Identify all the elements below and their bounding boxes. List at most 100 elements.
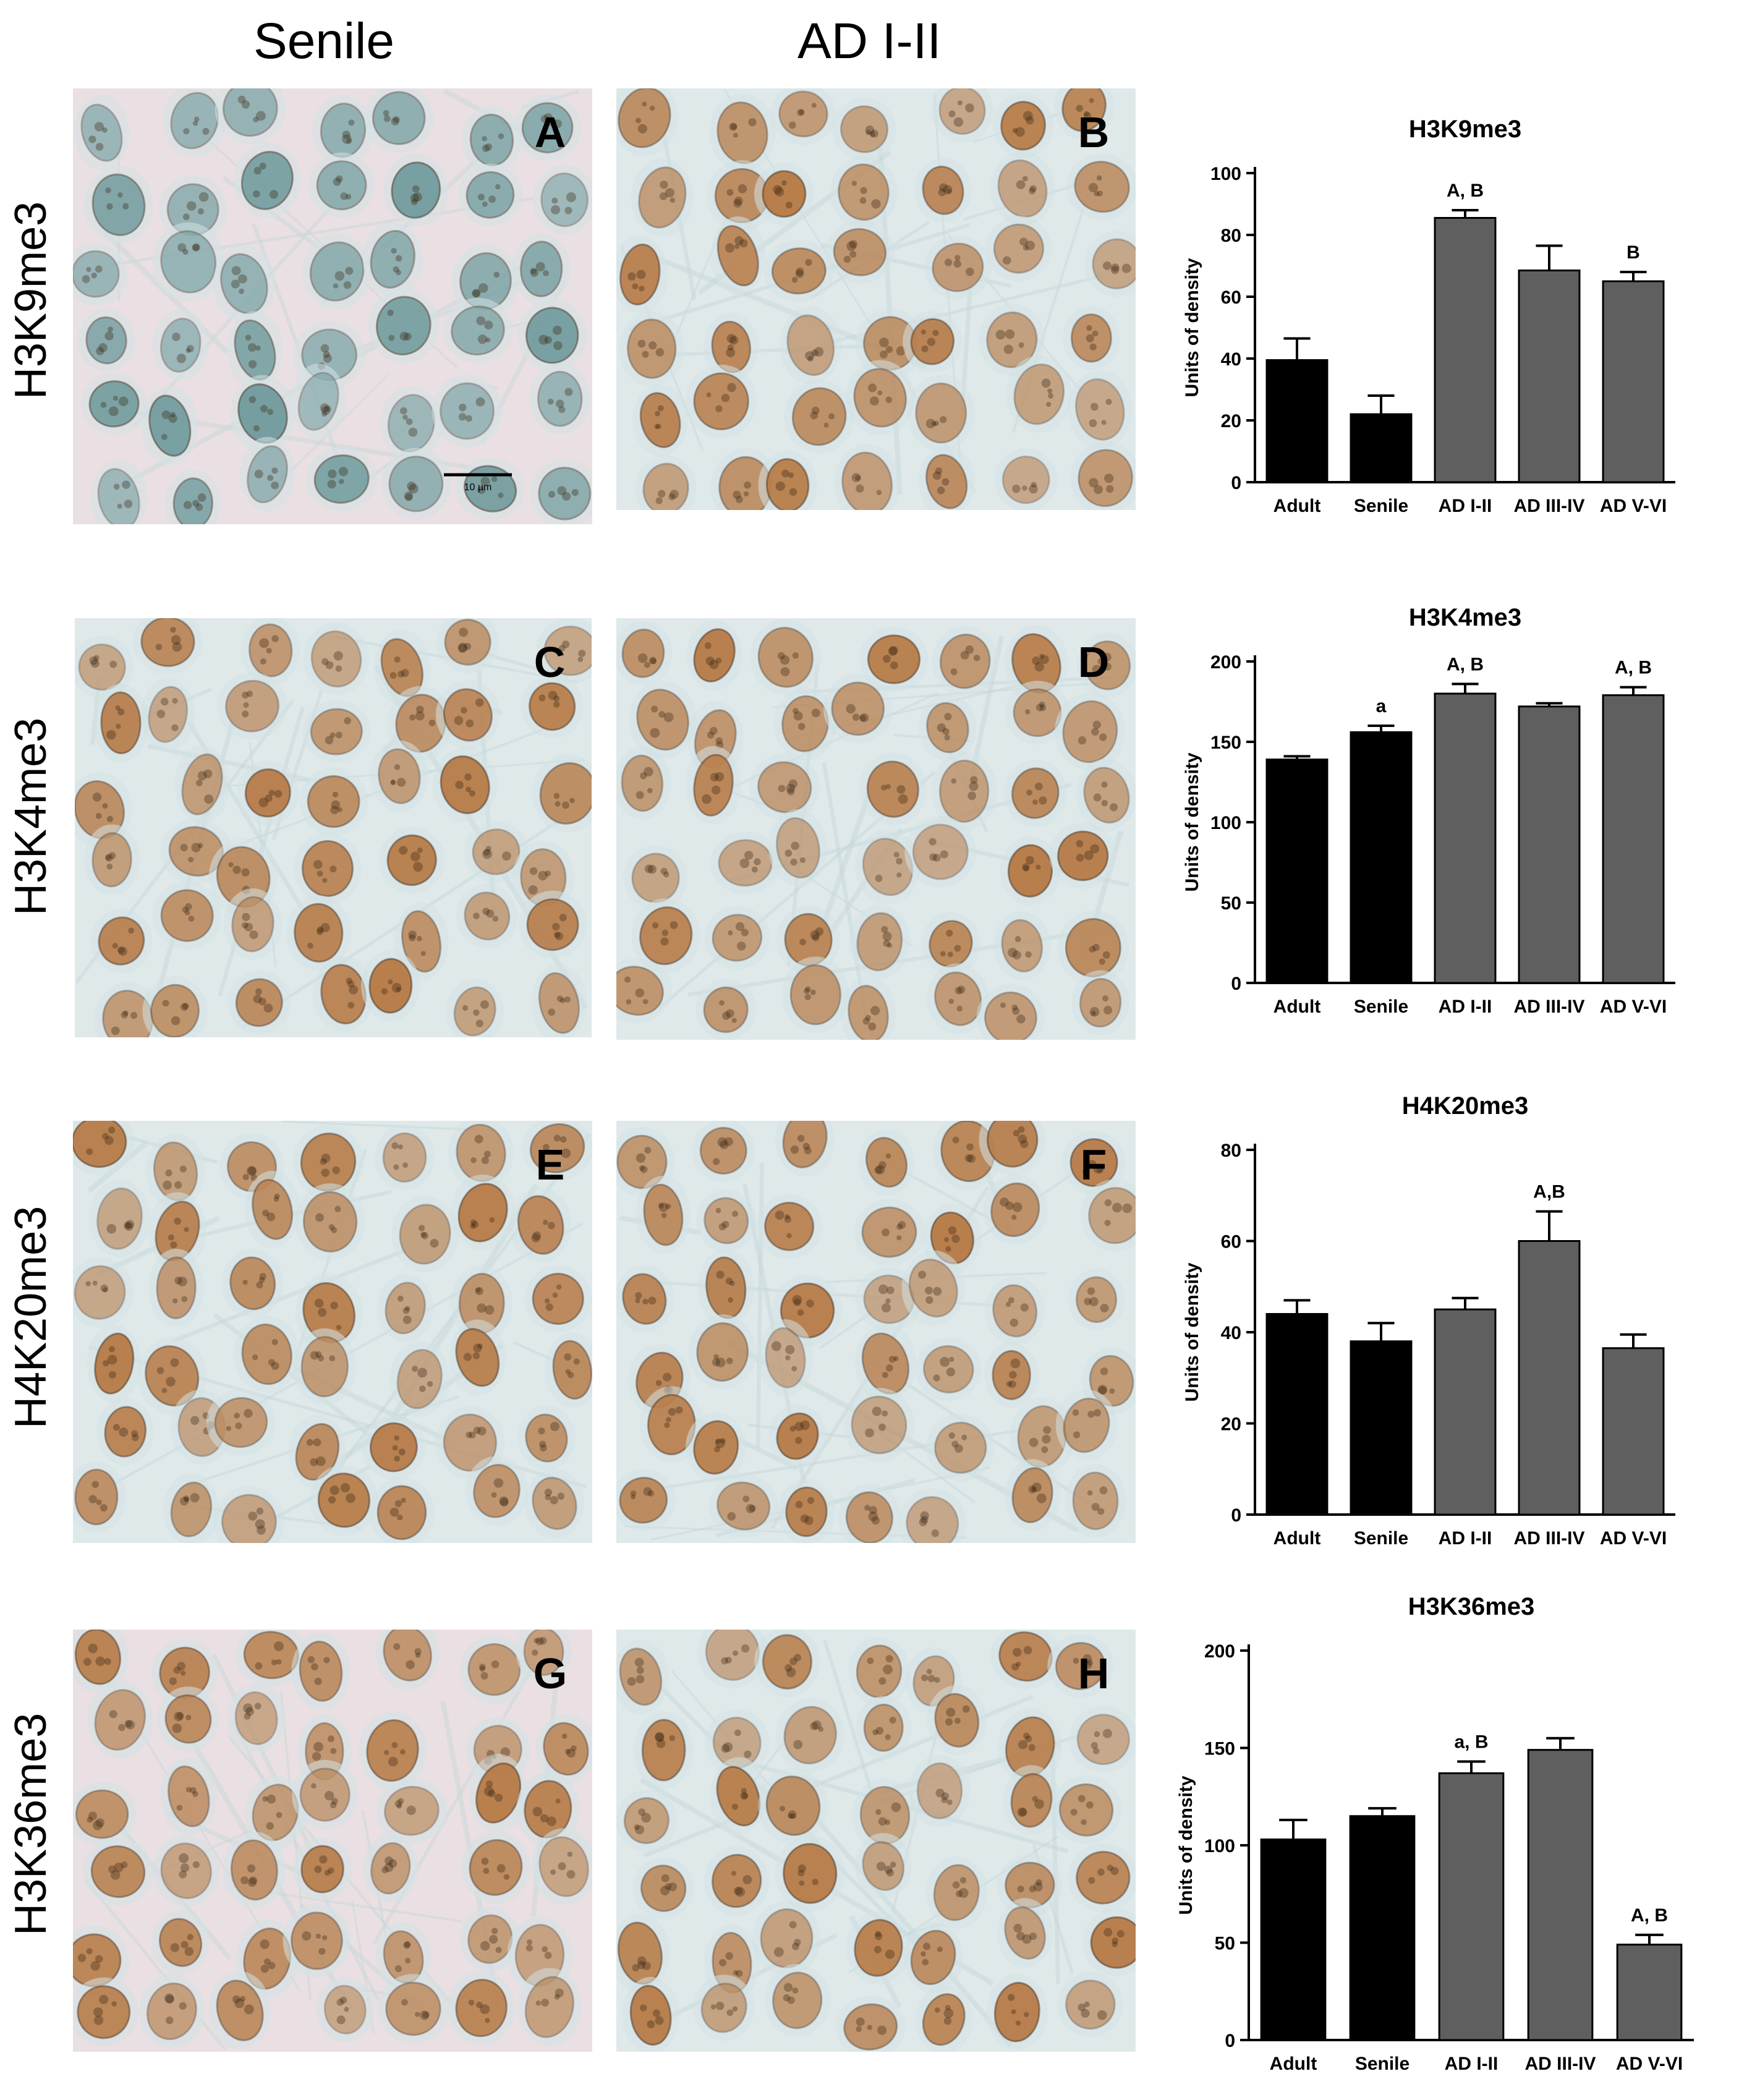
cell-nucleus [292,1759,359,1830]
cell-nucleus [529,363,590,435]
bar-chart-h3k4me3: H3K4me3 Units of density 0 50 100 150 200 Adult… [1168,593,1700,1039]
cell-nucleus [622,1976,679,2052]
cell-nucleus [509,1187,572,1263]
cell-nucleus [854,1324,916,1403]
cell-nucleus [616,88,679,156]
cell-nucleus [163,1473,220,1543]
cell-nucleus [377,1974,449,2044]
micrograph-panel-g: G [73,1630,592,2052]
cell-nucleus [73,1977,138,2047]
cell-nucleus [531,1828,592,1905]
cell-nucleus [73,1121,135,1176]
cell-nucleus [227,311,283,389]
cell-nucleus [710,1757,767,1835]
cell-nucleus [915,1984,972,2052]
cell-nucleus [369,1477,435,1543]
cell-nucleus [448,1121,514,1190]
cell-nucleus [312,95,374,166]
cell-nucleus [856,1696,912,1760]
cell-nucleus [925,1856,987,1929]
cell-nucleus [457,163,522,227]
cell-nucleus [240,436,295,512]
cell-nucleus [141,386,198,465]
cell-nucleus [1076,632,1136,698]
panel-letter: G [534,1649,567,1698]
cell-nucleus [74,95,130,171]
cell-nucleus [1010,1397,1075,1476]
cell-nucleus [142,976,208,1037]
y-tick-label: 100 [1210,164,1241,184]
cell-nucleus [710,216,765,295]
cell-nucleus [777,1479,836,1543]
cell-nucleus [616,1265,674,1333]
cell-nucleus [983,1174,1048,1246]
cell-nucleus [377,1273,433,1343]
bar [1438,1772,1505,2041]
y-tick-label: 40 [1221,1323,1241,1343]
x-tick-label: Adult [1273,1528,1321,1549]
cell-nucleus [838,1483,901,1543]
chart-title: H3K36me3 [1408,1593,1535,1620]
bar [1265,759,1329,984]
cell-nucleus [90,459,147,524]
bar-chart-h3k9me3: H3K9me3 Units of density 0 20 40 60 80 100 Adult… [1168,105,1700,538]
cell-nucleus [240,618,300,686]
x-tick-label: AD I-II [1439,496,1492,516]
cell-nucleus [708,1474,778,1538]
cell-nucleus [148,1248,205,1327]
cell-nucleus [215,88,286,145]
cell-nucleus [918,694,977,762]
cell-nucleus [909,1754,971,1827]
cell-nucleus [302,233,372,310]
cell-nucleus [293,1328,357,1405]
cell-nucleus [903,310,963,373]
y-tick-label: 100 [1204,1836,1235,1856]
bar [1434,217,1497,483]
scale-bar-label: 10 µm [464,482,492,493]
cell-nucleus [165,469,221,524]
cell-nucleus [92,684,150,762]
cell-nucleus [926,1414,995,1482]
cell-nucleus [1071,970,1129,1035]
cell-nucleus [308,152,375,218]
cell-nucleus [616,1639,670,1714]
cell-nucleus [316,1977,375,2043]
x-tick-label: Senile [1354,496,1408,516]
cell-nucleus [750,619,822,696]
cell-nucleus [517,1968,582,2047]
cell-nucleus [773,687,837,760]
y-tick-label: 0 [1231,974,1241,994]
y-tick-label: 60 [1221,1232,1241,1252]
cell-nucleus [692,1121,755,1183]
significance-label: a [1376,696,1387,716]
cell-nucleus [685,364,757,438]
panel-letter: F [1081,1141,1107,1189]
cell-nucleus [517,1406,576,1471]
y-tick-label: 0 [1225,2031,1235,2051]
significance-label: a, B [1454,1732,1488,1753]
cell-nucleus [362,222,423,297]
cell-nucleus [206,1389,276,1456]
cell-nucleus [697,1630,768,1689]
cell-nucleus [752,1900,821,1976]
significance-label: A, B [1447,181,1484,201]
cell-nucleus [1057,910,1129,985]
column-header-senile: Senile [253,13,394,69]
micrograph-panel-a: A 10 µm [73,88,592,524]
cell-nucleus [764,1963,830,2037]
micrograph-panel-c: C [75,618,592,1037]
micrograph-panel-f: F [616,1121,1136,1543]
panel-letter: H [1078,1649,1110,1698]
cell-nucleus [1004,1459,1061,1531]
x-tick-label: AD III-IV [1513,496,1584,516]
cell-nucleus [757,1319,814,1396]
cell-nucleus [139,1974,205,2049]
cell-nucleus [1049,823,1116,889]
cell-nucleus [368,287,440,363]
cell-nucleus [160,1757,217,1835]
cell-nucleus [1055,692,1126,772]
cell-nucleus [779,306,842,385]
cell-nucleus [389,1341,450,1418]
cell-nucleus [174,745,230,824]
bar [1350,1340,1413,1516]
